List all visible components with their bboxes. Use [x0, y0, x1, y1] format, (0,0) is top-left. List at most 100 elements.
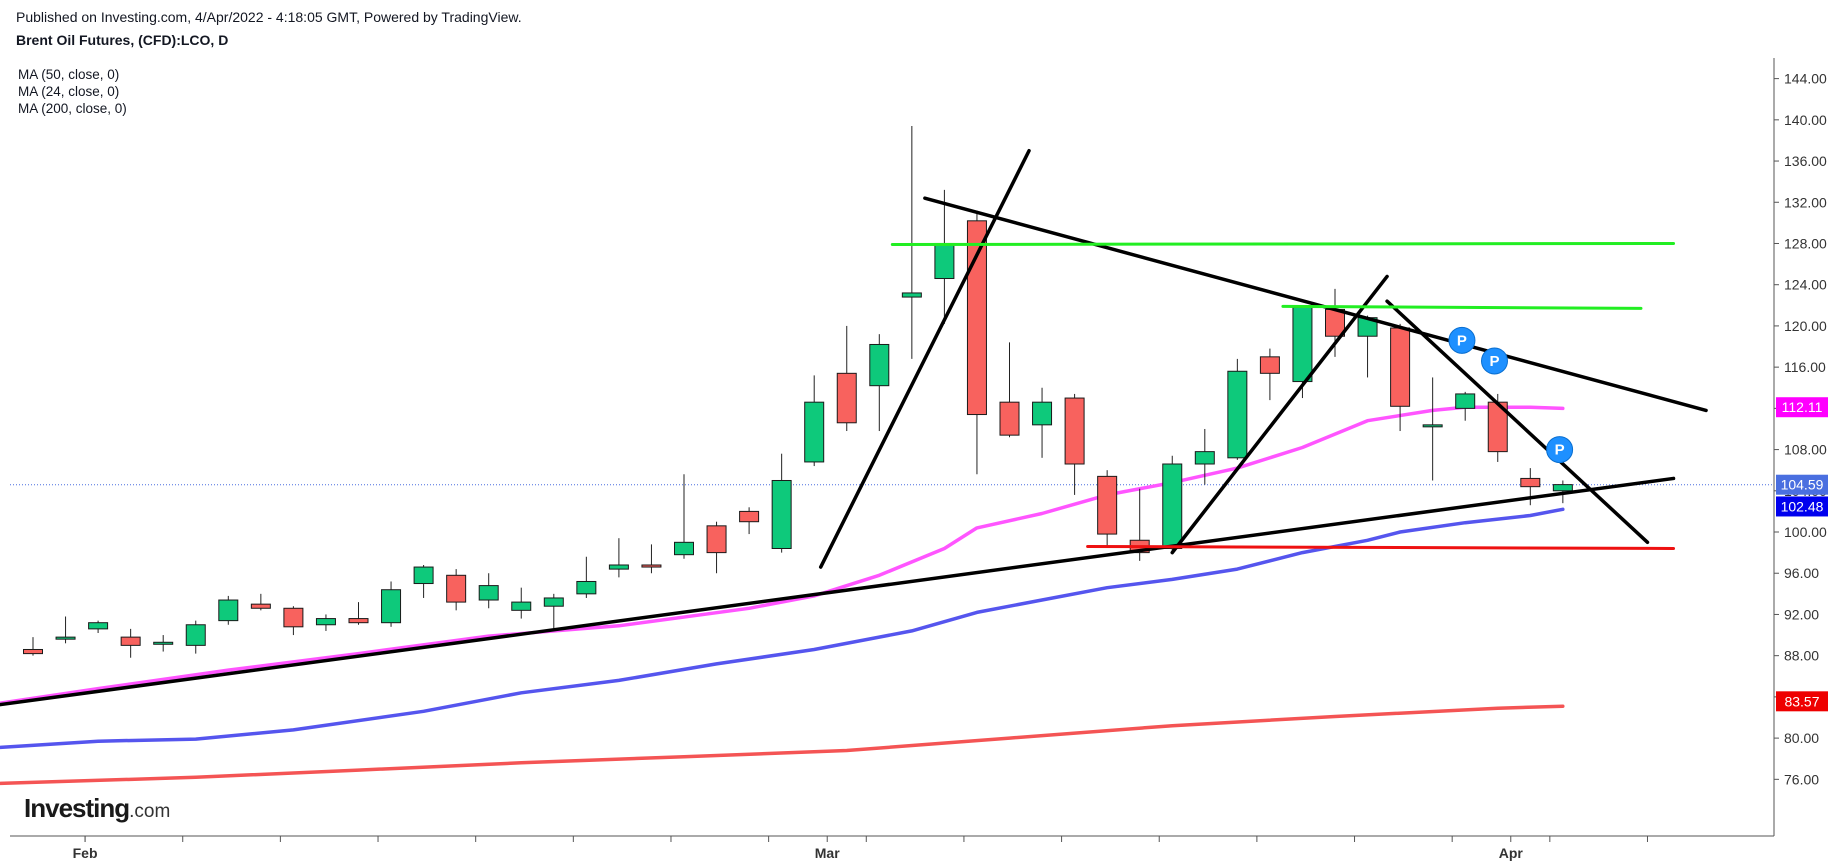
y-tick-label-3: 88.00: [1784, 648, 1819, 664]
marker-label: P: [1489, 353, 1499, 370]
candle-33[interactable]: [1097, 470, 1118, 547]
pivot-marker-0[interactable]: P: [1448, 326, 1476, 354]
legend-ma-24[interactable]: MA (24, close, 0): [18, 84, 120, 99]
candle-30[interactable]: [999, 342, 1020, 438]
candle-37[interactable]: [1227, 358, 1248, 460]
candle-0[interactable]: [23, 637, 43, 656]
candle-12[interactable]: [413, 564, 434, 598]
candle-24[interactable]: [804, 375, 825, 467]
candle-20[interactable]: [674, 474, 694, 559]
candle-body: [739, 510, 760, 523]
pivot-marker-1[interactable]: P: [1480, 347, 1508, 375]
candle-6[interactable]: [218, 595, 239, 625]
candle-body: [934, 242, 955, 280]
candle-38[interactable]: [1259, 348, 1280, 401]
candle-body: [608, 564, 629, 570]
marker-circle: [1546, 436, 1574, 464]
candle-body: [120, 636, 141, 646]
candle-41[interactable]: [1357, 315, 1378, 378]
legend-ma-200[interactable]: MA (200, close, 0): [18, 101, 127, 116]
candle-body: [478, 585, 499, 601]
candle-body: [869, 343, 890, 387]
logo-suffix: .com: [129, 801, 171, 822]
candle-29[interactable]: [966, 210, 987, 475]
price-tag-bg: [1776, 496, 1828, 517]
candle-23[interactable]: [771, 453, 792, 553]
candle-2[interactable]: [88, 620, 109, 633]
trend-line-2[interactable]: [818, 148, 1031, 569]
candle-body: [1162, 463, 1183, 550]
candle-body: [381, 589, 402, 624]
candle-body: [706, 525, 727, 554]
candle-28[interactable]: [934, 189, 955, 324]
candle-body: [446, 574, 467, 603]
candle-36[interactable]: [1194, 428, 1215, 485]
candle-body: [901, 292, 922, 298]
candle-16[interactable]: [543, 593, 564, 629]
trend-line-1[interactable]: [923, 196, 1708, 413]
price-tag-3: 83.57: [1776, 691, 1828, 712]
candle-body: [543, 597, 564, 607]
y-tick-label-4: 92.00: [1784, 606, 1819, 622]
candle-4[interactable]: [153, 635, 174, 652]
candle-10[interactable]: [348, 602, 369, 625]
candle-body: [1552, 484, 1573, 492]
candle-35[interactable]: [1162, 455, 1183, 553]
candle-19[interactable]: [641, 544, 662, 574]
candle-body: [804, 401, 825, 463]
candle-body: [1032, 401, 1053, 426]
candle-25[interactable]: [836, 325, 857, 432]
trend-line-3[interactable]: [1170, 274, 1389, 555]
candle-8[interactable]: [283, 606, 304, 636]
x-tick-label-2: Mar: [815, 845, 840, 861]
legend-ma-50[interactable]: MA (50, close, 0): [18, 67, 120, 82]
logo-main: Investing: [24, 793, 130, 823]
symbol-title: Brent Oil Futures, (CFD):LCO, D: [16, 32, 229, 48]
y-tick-label-13: 128.00: [1784, 235, 1827, 251]
candle-27[interactable]: [901, 126, 922, 359]
y-tick-label-11: 120.00: [1784, 318, 1827, 334]
candle-44[interactable]: [1455, 391, 1476, 421]
candle-31[interactable]: [1032, 387, 1053, 458]
candle-13[interactable]: [446, 569, 467, 611]
trend-line-5[interactable]: [890, 241, 1676, 247]
candle-15[interactable]: [511, 587, 532, 619]
candle-3[interactable]: [120, 628, 141, 658]
candle-body: [1520, 477, 1541, 488]
candle-body: [315, 618, 336, 626]
candle-body: [1422, 424, 1443, 428]
trend-line-7[interactable]: [1086, 544, 1676, 551]
candle-9[interactable]: [315, 614, 336, 631]
y-tick-label-17: 144.00: [1784, 71, 1827, 87]
y-tick-label-14: 132.00: [1784, 194, 1827, 210]
candle-26[interactable]: [869, 334, 890, 432]
candle-32[interactable]: [1064, 393, 1085, 495]
candle-22[interactable]: [739, 507, 760, 535]
price-tag-value: 83.57: [1784, 693, 1819, 709]
candle-5[interactable]: [185, 620, 206, 654]
candle-body: [674, 541, 694, 556]
trend-line-6[interactable]: [1281, 304, 1643, 310]
candle-body: [1455, 393, 1476, 409]
candle-43[interactable]: [1422, 377, 1443, 481]
trend-line-4[interactable]: [1385, 299, 1650, 545]
candle-11[interactable]: [381, 581, 402, 627]
candle-21[interactable]: [706, 521, 727, 574]
candle-18[interactable]: [608, 538, 629, 578]
candle-14[interactable]: [478, 573, 499, 609]
candle-body: [836, 372, 857, 424]
candle-1[interactable]: [55, 616, 76, 644]
candle-40[interactable]: [1325, 288, 1345, 357]
price-tag-value: 104.59: [1781, 477, 1824, 493]
pivot-marker-2[interactable]: P: [1546, 436, 1574, 464]
y-tick-label-10: 116.00: [1784, 359, 1826, 375]
candle-17[interactable]: [576, 556, 597, 598]
candle-7[interactable]: [250, 593, 271, 611]
candle-body: [185, 624, 206, 646]
ma-line-1: [0, 507, 1565, 750]
marker-circle: [1448, 326, 1476, 354]
candle-body: [1259, 356, 1280, 374]
y-tick-label-6: 100.00: [1784, 524, 1827, 540]
trend-line-0[interactable]: [0, 476, 1676, 707]
